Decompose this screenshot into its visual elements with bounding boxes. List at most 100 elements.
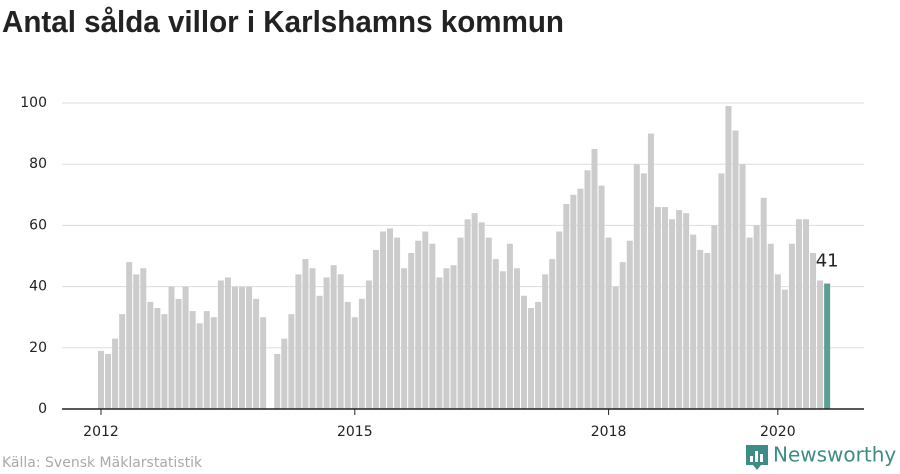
bar (253, 298, 260, 409)
bar (323, 277, 330, 409)
logo-bar (755, 451, 758, 462)
bar (239, 286, 245, 409)
bar (351, 317, 358, 409)
y-tick-label: 100 (20, 95, 47, 111)
bar (485, 237, 492, 409)
bar (647, 133, 654, 409)
bar (161, 314, 168, 409)
bar (246, 286, 253, 409)
bar (506, 243, 513, 409)
bar (387, 228, 394, 409)
bar (781, 289, 788, 409)
bar (753, 225, 760, 409)
bar (112, 338, 119, 409)
bar (626, 240, 633, 409)
bar (598, 185, 605, 409)
x-tick-label: 2012 (83, 424, 119, 440)
bar (429, 243, 436, 409)
bar (774, 274, 781, 409)
bar (450, 265, 457, 409)
bar (492, 259, 499, 409)
bar (704, 252, 711, 409)
bar (380, 231, 386, 409)
bar (584, 170, 591, 409)
bar (401, 268, 408, 409)
bar (316, 295, 323, 409)
bar (718, 173, 725, 409)
bar (528, 308, 535, 409)
bar (119, 314, 126, 409)
y-tick-label: 20 (29, 340, 47, 356)
bar (196, 323, 203, 409)
bar (732, 130, 739, 410)
bar (358, 298, 365, 409)
bar (471, 213, 478, 409)
bar (725, 106, 732, 409)
bar (563, 203, 570, 409)
bar (697, 249, 704, 409)
bar (231, 286, 238, 409)
bar (260, 317, 267, 409)
x-tick-label: 2020 (760, 424, 796, 440)
logo-bar (750, 456, 753, 462)
bar (499, 271, 506, 409)
bar (281, 338, 288, 409)
bar (711, 225, 718, 409)
bar (415, 240, 422, 409)
brand: Newsworthy (773, 443, 896, 467)
bar (633, 164, 640, 409)
bar (795, 219, 802, 409)
bar (746, 237, 753, 409)
bar (189, 311, 196, 409)
bar (640, 173, 647, 409)
bar (612, 286, 619, 409)
bar (147, 301, 154, 409)
x-tick-label: 2015 (337, 424, 373, 440)
bar (105, 353, 112, 409)
bar (760, 197, 767, 409)
bar (739, 164, 746, 409)
bar (274, 353, 281, 409)
bar (309, 268, 316, 409)
bar (810, 252, 817, 409)
bar (330, 265, 337, 409)
bar (535, 301, 542, 409)
bar (577, 188, 584, 409)
bar (513, 268, 520, 409)
source: Källa: Svensk Mäklarstatistik (2, 455, 203, 471)
bar (817, 280, 824, 409)
bar (344, 301, 351, 409)
bar (224, 277, 231, 409)
logo (746, 445, 768, 470)
bar (570, 194, 577, 409)
bar (408, 252, 415, 409)
bar (457, 237, 464, 409)
bar (662, 207, 668, 409)
bar (788, 243, 795, 409)
y-tick-label: 60 (29, 217, 47, 233)
bar (443, 268, 450, 409)
bar (337, 274, 344, 409)
bar (436, 277, 443, 409)
bar (521, 295, 527, 409)
bar (422, 231, 429, 409)
bar (669, 219, 676, 409)
bar (126, 262, 133, 409)
bar (140, 268, 147, 409)
bar (168, 286, 175, 409)
bar (133, 274, 140, 409)
y-tick-label: 0 (38, 401, 47, 417)
bar (288, 314, 295, 409)
bar (98, 350, 104, 409)
bar (372, 249, 379, 409)
bar (182, 286, 189, 409)
bar (302, 259, 309, 409)
bar (154, 308, 161, 409)
bar (556, 231, 563, 409)
bar (295, 274, 302, 409)
bar (654, 207, 661, 409)
bar (478, 222, 485, 409)
bar (690, 234, 697, 409)
bar (605, 237, 612, 409)
